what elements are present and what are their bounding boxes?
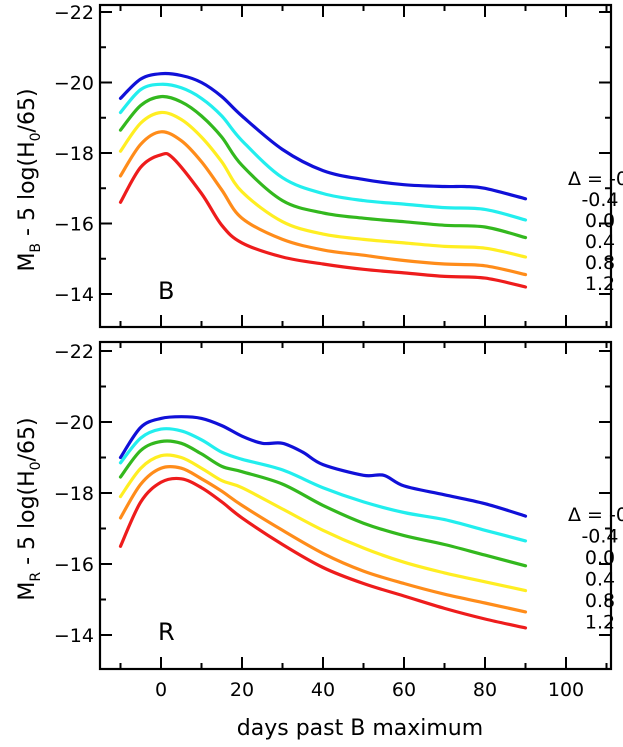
panel-b-delta-label: Δ = -0.8 bbox=[568, 168, 623, 190]
x-axis-title: days past B maximum bbox=[237, 716, 483, 741]
panel-b-frame bbox=[98, 3, 613, 329]
panel-r-delta-labels: Δ = -0.8-0.40.00.40.81.2 bbox=[568, 504, 623, 634]
panel-b-delta-label: 0.8 bbox=[585, 252, 615, 274]
panel-b-series-2 bbox=[118, 94, 528, 240]
panel-b-series-0 bbox=[118, 71, 528, 201]
panel-b-delta-label: 1.2 bbox=[585, 273, 615, 295]
panel-r-delta-label: -0.4 bbox=[581, 526, 618, 548]
x-tick-label: 80 bbox=[473, 679, 497, 701]
panel-b-y-tick-label: −16 bbox=[54, 214, 94, 236]
panel-r-y-tick-labels: −14 −16 −18 −20 −22 bbox=[54, 341, 94, 647]
panel-b-delta-label: 0.4 bbox=[585, 231, 615, 253]
panel-r-y-tick-label: −14 bbox=[54, 625, 94, 647]
panel-r-frame bbox=[98, 340, 613, 671]
panel-b-ylabel: MB - 5 log(H0/65) bbox=[15, 88, 44, 271]
panel-r-x-tick-labels: 0 20 40 60 80 100 bbox=[155, 679, 584, 701]
panel-r-ticks bbox=[100, 342, 611, 669]
panel-r-series-1 bbox=[118, 427, 528, 543]
panel-r-curves bbox=[118, 415, 528, 630]
panel-b-series-3 bbox=[118, 110, 528, 259]
panel-b-series-4 bbox=[118, 130, 528, 277]
panel-r-delta-label: 0.8 bbox=[585, 590, 615, 612]
panel-b-label: B bbox=[158, 277, 174, 305]
panel-r-ylabel: MR - 5 log(H0/65) bbox=[15, 417, 44, 600]
panel-r-y-tick-label: −22 bbox=[54, 341, 94, 363]
panel-b-delta-labels: Δ = -0.8-0.40.00.40.81.2 bbox=[568, 168, 623, 295]
panel-b-y-tick-label: −22 bbox=[54, 2, 94, 24]
panel-b-series-5 bbox=[118, 151, 528, 289]
x-tick-label: 100 bbox=[548, 679, 584, 701]
panel-r-delta-label: 0.4 bbox=[585, 569, 615, 591]
panel-b-ticks bbox=[100, 5, 611, 327]
panel-b-y-tick-label: −14 bbox=[54, 284, 94, 306]
panel-b-delta-label: 0.0 bbox=[585, 210, 615, 232]
panel-r: −14 −16 −18 −20 −22 0 20 40 60 80 100 Δ = -0.8-0.… bbox=[15, 340, 623, 741]
panel-b-y-tick-label: −18 bbox=[54, 143, 94, 165]
panel-r-series-3 bbox=[118, 453, 528, 593]
panel-b-y-tick-label: −20 bbox=[54, 73, 94, 95]
panel-b-delta-label: -0.4 bbox=[581, 189, 618, 211]
panel-b-curves bbox=[118, 71, 528, 289]
panel-r-delta-label: Δ = -0.8 bbox=[568, 504, 623, 526]
panel-r-series-2 bbox=[118, 439, 528, 568]
panel-b-series-1 bbox=[118, 82, 528, 222]
panel-r-series-4 bbox=[118, 464, 528, 614]
panel-r-series-5 bbox=[118, 476, 528, 630]
panel-r-y-tick-label: −16 bbox=[54, 554, 94, 576]
x-tick-label: 20 bbox=[230, 679, 254, 701]
panel-r-delta-label: 1.2 bbox=[585, 612, 615, 634]
panel-b-y-tick-labels: −14 −16 −18 −20 −22 bbox=[54, 2, 94, 306]
panel-r-delta-label: 0.0 bbox=[585, 547, 615, 569]
x-tick-label: 0 bbox=[155, 679, 167, 701]
panel-r-series-0 bbox=[118, 415, 528, 518]
panel-r-y-tick-label: −20 bbox=[54, 412, 94, 434]
panel-r-label: R bbox=[158, 618, 175, 646]
panel-r-y-tick-label: −18 bbox=[54, 483, 94, 505]
panel-b: −14 −16 −18 −20 −22 Δ = -0.8-0.40.00.40.81.2… bbox=[15, 2, 623, 329]
x-tick-label: 40 bbox=[311, 679, 335, 701]
x-tick-label: 60 bbox=[392, 679, 416, 701]
